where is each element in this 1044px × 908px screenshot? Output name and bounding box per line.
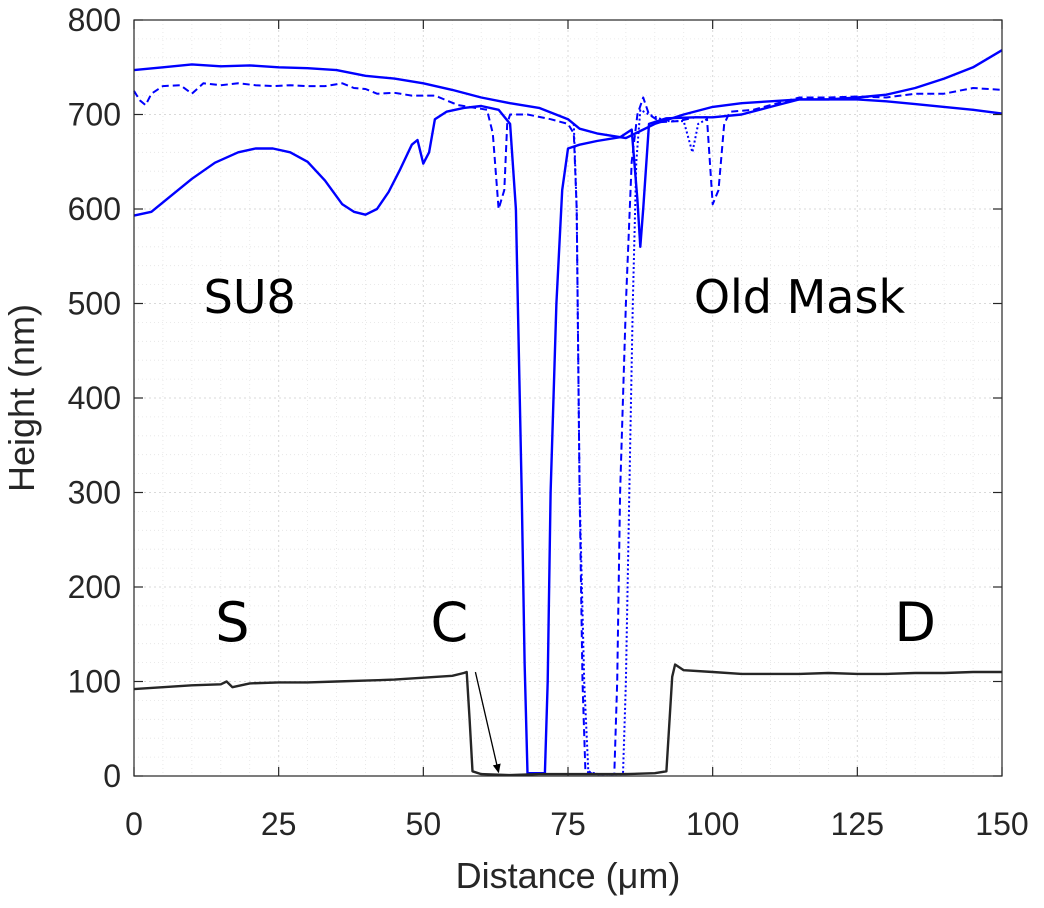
series-layer <box>133 49 1003 777</box>
y-tick-label: 500 <box>68 286 121 322</box>
y-tick-labels: 0 100 200 300 400 500 600 700 800 <box>68 2 121 794</box>
y-tick-label: 400 <box>68 380 121 416</box>
annotation-su8: SU8 <box>204 270 296 324</box>
annotation-layer: SU8 Old Mask S C D <box>204 270 936 654</box>
y-tick-label: 200 <box>68 569 121 605</box>
series-line-3 <box>133 82 1003 776</box>
x-tick-label: 125 <box>831 806 884 842</box>
x-tick-label: 50 <box>406 806 442 842</box>
arrow-layer <box>474 671 501 774</box>
ticks-layer <box>133 19 1003 777</box>
y-tick-label: 600 <box>68 191 121 227</box>
annotation-d: D <box>894 591 936 654</box>
x-tick-label: 25 <box>261 806 297 842</box>
y-tick-label: 0 <box>103 758 121 794</box>
y-axis-label: Height (nm) <box>1 304 42 492</box>
annotation-c: C <box>431 591 469 654</box>
series-line-5 <box>133 663 1002 777</box>
annotation-s: S <box>215 591 249 654</box>
x-axis-label: Distance (μm) <box>456 855 681 896</box>
x-tick-label: 75 <box>550 806 586 842</box>
x-tick-labels: 0 25 50 75 100 125 150 <box>125 806 1029 842</box>
series-line-4 <box>572 108 708 776</box>
x-tick-label: 150 <box>975 806 1028 842</box>
y-tick-label: 800 <box>68 2 121 38</box>
x-tick-label: 0 <box>125 806 143 842</box>
y-tick-label: 300 <box>68 475 121 511</box>
x-tick-label: 100 <box>686 806 739 842</box>
channel-arrow <box>474 671 501 774</box>
y-tick-label: 700 <box>68 97 121 133</box>
y-tick-label: 100 <box>68 664 121 700</box>
annotation-old-mask: Old Mask <box>694 270 906 324</box>
